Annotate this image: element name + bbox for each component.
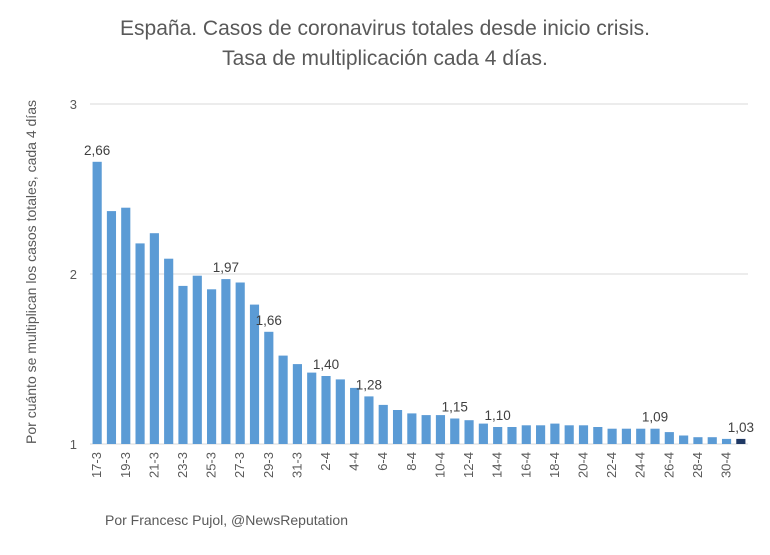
x-tick-label: 20-4 (576, 452, 591, 478)
x-tick-label: 31-3 (289, 452, 304, 478)
data-label: 1,09 (642, 410, 668, 425)
x-tick-label: 8-4 (404, 452, 419, 471)
bar (421, 415, 431, 444)
gridlines (90, 103, 748, 445)
chart-title-line-2: Tasa de multiplicación cada 4 días. (222, 47, 548, 70)
bar (135, 243, 145, 444)
y-tick-label: 2 (70, 267, 77, 282)
x-tick-label: 19-3 (118, 452, 133, 478)
bar (536, 425, 546, 444)
bar (521, 425, 531, 444)
bar (106, 211, 117, 444)
bar (435, 415, 446, 444)
bar (278, 355, 288, 444)
bar (478, 423, 488, 444)
bar (593, 427, 603, 444)
data-label: 1,66 (256, 313, 282, 328)
bar (721, 438, 732, 444)
chart-title: España. Casos de coronavirus totales des… (0, 14, 770, 74)
bar (679, 435, 689, 444)
bar (578, 425, 589, 444)
x-tick-label: 16-4 (518, 452, 533, 478)
bar (650, 428, 660, 444)
bar (249, 304, 260, 444)
bar (392, 410, 403, 444)
bar (292, 364, 302, 444)
x-tick-label: 12-4 (461, 452, 476, 478)
bar (550, 423, 560, 444)
bar (321, 376, 331, 444)
y-tick-label: 3 (70, 97, 77, 112)
x-tick-label: 27-3 (232, 452, 247, 478)
x-tick-label: 28-4 (690, 452, 705, 478)
data-label: 2,66 (84, 143, 110, 158)
x-tick-label: 25-3 (204, 452, 219, 478)
bar (636, 428, 646, 444)
y-tick-label: 1 (70, 437, 77, 452)
bar (121, 207, 131, 444)
bar (164, 258, 174, 444)
bar (464, 420, 474, 444)
data-label: 1,03 (728, 420, 754, 435)
bar (264, 331, 274, 444)
x-tick-label: 10-4 (432, 452, 447, 478)
x-tick-label: 17-3 (89, 452, 104, 478)
data-label: 1,15 (442, 400, 468, 415)
bar (307, 372, 317, 444)
bars (92, 161, 746, 445)
bar (564, 425, 574, 444)
bar (178, 285, 188, 444)
x-tick-label: 24-4 (633, 452, 648, 478)
data-labels: 2,66 1,97 1,66 1,40 1,28 1,15 1,10 1,09 1,03 (84, 143, 754, 435)
bar (364, 396, 374, 444)
bar (335, 379, 345, 444)
chart-title-line-1: España. Casos de coronavirus totales des… (120, 17, 650, 40)
x-tick-label: 2-4 (318, 452, 333, 471)
bar (736, 438, 746, 444)
x-tick-label: 4-4 (347, 452, 362, 471)
bar (621, 428, 631, 444)
x-tick-label: 6-4 (375, 452, 390, 471)
x-tick-label: 29-3 (261, 452, 276, 478)
bar (149, 233, 159, 444)
data-label: 1,28 (356, 377, 382, 392)
bar (664, 432, 674, 444)
credit-text: Por Francesc Pujol, @NewsReputation (105, 512, 348, 528)
x-tick-label: 18-4 (547, 452, 562, 478)
bar (607, 428, 617, 444)
y-axis-label: Por cuánto se multiplican los casos tota… (23, 100, 39, 444)
bar (407, 413, 417, 444)
x-axis-ticks: 17-3 19-3 21-3 23-3 25-3 27-3 29-3 31-3 2-4 4-4 6-… (89, 452, 733, 478)
bar (493, 427, 503, 444)
data-label: 1,97 (213, 260, 239, 275)
x-tick-label: 23-3 (175, 452, 190, 478)
bar (693, 437, 703, 444)
data-label: 1,40 (313, 357, 339, 372)
bar (450, 418, 460, 444)
x-tick-label: 22-4 (604, 452, 619, 478)
bar (507, 427, 517, 444)
x-tick-label: 14-4 (490, 452, 505, 478)
bar (350, 387, 360, 444)
bar (378, 404, 388, 444)
bar (92, 161, 102, 445)
bar (707, 437, 717, 444)
x-tick-label: 30-4 (719, 452, 734, 478)
bar (207, 289, 217, 444)
bar (235, 282, 245, 444)
bar (192, 275, 202, 444)
bar (221, 279, 231, 444)
y-axis-ticks: 1 2 3 (70, 97, 77, 452)
x-tick-label: 26-4 (661, 452, 676, 478)
data-label: 1,10 (485, 408, 511, 423)
x-tick-label: 21-3 (146, 452, 161, 478)
